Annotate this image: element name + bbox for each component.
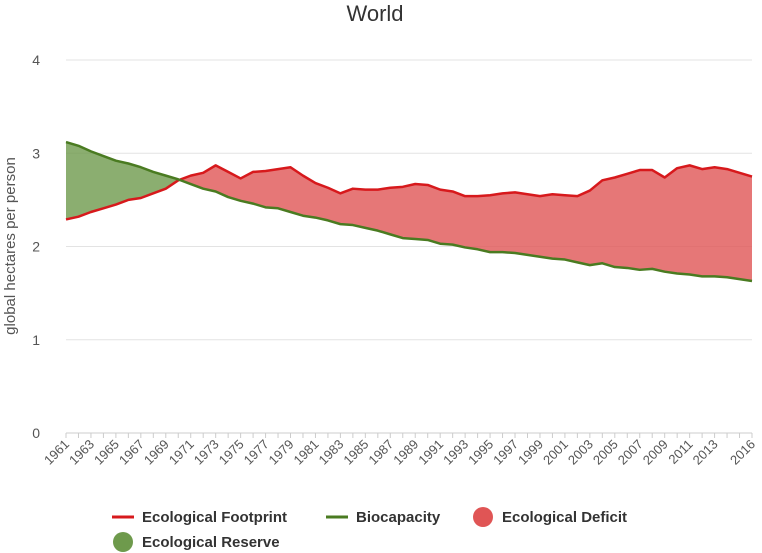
x-tick-label: 1989 (390, 437, 421, 468)
x-tick-label: 1965 (91, 437, 122, 468)
x-tick-label: 2013 (690, 437, 721, 468)
x-tick-label: 1977 (241, 437, 272, 468)
y-axis-ticks: 0 1 2 3 4 (32, 52, 40, 441)
x-tick-label: 2005 (590, 437, 621, 468)
x-tick-label: 1997 (490, 437, 521, 468)
x-tick-label: 2001 (540, 437, 571, 468)
x-tick-label: 1995 (465, 437, 496, 468)
chart-title: World (346, 1, 403, 26)
x-tick-label: 1979 (266, 437, 297, 468)
x-tick-label: 1999 (515, 437, 546, 468)
x-tick-label: 1975 (216, 437, 247, 468)
legend-item-ecological-footprint[interactable]: Ecological Footprint (112, 509, 287, 526)
y-tick-label: 4 (32, 52, 40, 68)
x-tick-label: 1981 (291, 437, 322, 468)
x-tick-label: 1961 (41, 437, 72, 468)
ecological-deficit-area (179, 165, 752, 282)
x-tick-label: 1963 (66, 437, 97, 468)
x-tick-label: 1983 (315, 437, 346, 468)
legend-label: Ecological Reserve (142, 534, 280, 551)
area-fills (66, 142, 752, 282)
legend-circle-icon (473, 507, 493, 527)
y-tick-label: 0 (32, 425, 40, 441)
legend-label: Ecological Deficit (502, 509, 627, 526)
x-tick-label: 1987 (365, 437, 396, 468)
y-tick-label: 2 (32, 239, 40, 255)
x-tick-label: 2009 (640, 437, 671, 468)
x-tick-label: 1991 (415, 437, 446, 468)
legend-label: Ecological Footprint (142, 509, 287, 526)
x-tick-label: 1973 (191, 437, 222, 468)
x-tick-label: 2003 (565, 437, 596, 468)
x-tick-label: 2016 (727, 437, 758, 468)
legend-label: Biocapacity (356, 509, 441, 526)
x-tick-label: 2011 (665, 437, 695, 467)
x-tick-label: 2007 (615, 437, 646, 468)
x-tick-label: 1971 (166, 437, 197, 468)
legend: Ecological Footprint Biocapacity Ecologica… (112, 507, 627, 552)
legend-item-ecological-reserve[interactable]: Ecological Reserve (113, 532, 280, 552)
y-axis-label: global hectares per person (2, 157, 19, 335)
series-lines (65, 140, 753, 283)
legend-item-ecological-deficit[interactable]: Ecological Deficit (473, 507, 627, 527)
legend-item-biocapacity[interactable]: Biocapacity (326, 509, 441, 526)
x-tick-label: 1967 (116, 437, 147, 468)
legend-circle-icon (113, 532, 133, 552)
biocapacity-line (65, 140, 753, 283)
x-tick-label: 1993 (440, 437, 471, 468)
x-axis: 1961196319651967196919711973197519771979… (41, 432, 758, 468)
x-tick-label: 1969 (141, 437, 172, 468)
ecological-reserve-area (66, 142, 180, 220)
y-tick-label: 1 (32, 332, 40, 348)
y-tick-label: 3 (32, 145, 40, 161)
x-tick-label: 1985 (340, 437, 371, 468)
